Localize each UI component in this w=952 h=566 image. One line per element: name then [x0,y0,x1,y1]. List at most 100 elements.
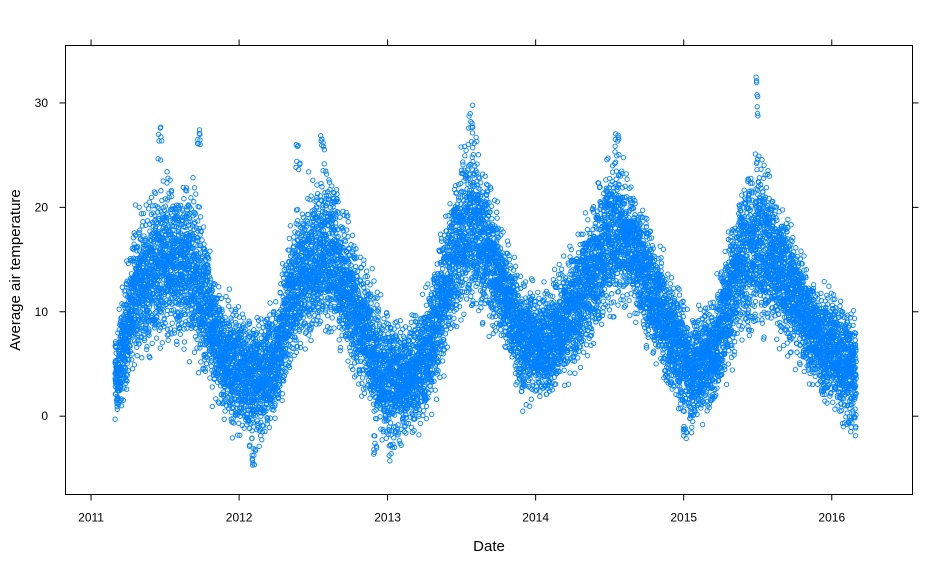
data-point-638 [144,259,151,265]
data-point-475 [136,231,142,237]
data-point-272 [126,356,132,362]
data-point-453 [135,335,141,341]
data-point-4656 [348,242,354,248]
data-point-1370 [181,339,188,345]
data-point-580 [141,337,148,344]
data-point-215 [123,377,129,383]
data-point-126 [118,403,125,409]
data-point-1567 [191,185,198,191]
data-point-1360 [181,346,187,352]
data-point-576 [141,335,147,342]
data-point-718 [148,194,155,201]
data-point-1221 [174,341,180,347]
data-point-4195 [325,313,331,319]
data-point-1289 [177,331,184,337]
data-point-1359 [181,196,187,202]
data-point-323 [128,313,134,319]
data-point-2959 [262,428,268,435]
data-point-1569 [191,349,198,355]
data-point-393 [132,331,138,337]
data-point-602 [142,236,149,242]
data-point-1538 [190,175,196,181]
data-point-1469 [186,359,193,365]
data-point-476 [136,204,142,210]
data-point-427 [133,244,140,251]
data-point-116 [118,384,124,390]
data-point-2436 [235,304,242,310]
data-point-2152 [221,416,227,422]
data-point-521 [138,211,145,217]
data-point-1553 [191,199,197,205]
plot-frame [65,45,913,495]
data-point-2837 [256,323,262,329]
data-point-182 [121,364,127,370]
data-point-4684 [349,232,356,239]
data-point-4919 [361,390,368,397]
data-point-236 [124,378,130,384]
data-point-4597 [345,358,351,364]
data-point-4368 [333,187,340,193]
data-point-487 [137,227,143,233]
data-point-4159 [323,168,329,174]
data-point-2844 [256,443,262,449]
data-points [112,74,859,468]
data-point-4909 [361,257,367,263]
data-point-4422 [336,337,342,343]
data-point-262 [125,367,131,374]
data-point-3294 [279,397,285,404]
data-point-389 [132,338,138,344]
data-point-3575 [293,349,299,356]
data-point-179 [121,385,127,391]
data-point-212 [123,287,129,294]
data-point-390 [132,317,138,323]
data-point-893 [157,345,163,351]
data-point-932 [159,340,165,346]
data-point-2256 [226,286,233,292]
data-point-403 [132,202,139,208]
data-point-1594 [193,191,199,197]
data-point-440 [134,272,140,278]
data-point-444 [134,243,141,250]
data-point-1649 [195,370,202,376]
data-point-1688 [197,214,204,220]
data-point-1873 [207,248,213,254]
data-point-4275 [329,183,335,189]
data-point-2044 [216,284,222,290]
data-point-1630 [195,218,201,224]
data-point-3525 [291,234,297,240]
data-point-4902 [360,261,367,268]
data-point-3864 [308,337,314,344]
data-point-1804 [203,361,210,367]
data-point-529 [139,355,145,361]
data-point-2314 [229,435,236,441]
data-point-2245 [226,303,232,309]
data-point-665 [146,206,152,212]
data-point-4447 [337,344,344,351]
data-point-3370 [283,369,289,375]
data-point-4869 [359,380,365,387]
data-point-2893 [259,437,265,443]
data-point-4283 [329,315,335,321]
data-point-1987 [213,396,219,402]
data-point-3042 [266,424,272,431]
data-point-469 [136,314,142,320]
data-point-3058 [267,300,273,306]
data-point-3438 [286,235,292,242]
data-point-328 [129,357,135,363]
data-point-1026 [164,169,170,175]
data-point-411 [133,232,139,238]
data-point-734 [149,340,155,347]
data-point-231 [124,386,130,392]
data-point-477 [136,341,142,347]
data-point-1719 [199,237,205,243]
data-point-2228 [225,297,231,304]
data-point-105 [117,397,123,404]
data-point-1747 [200,224,207,230]
data-point-0 [112,416,118,422]
data-point-83 [116,306,122,312]
data-point-608 [143,325,149,331]
data-point-3171 [273,299,279,305]
data-point-44 [114,406,120,412]
data-point-4864 [359,393,365,399]
